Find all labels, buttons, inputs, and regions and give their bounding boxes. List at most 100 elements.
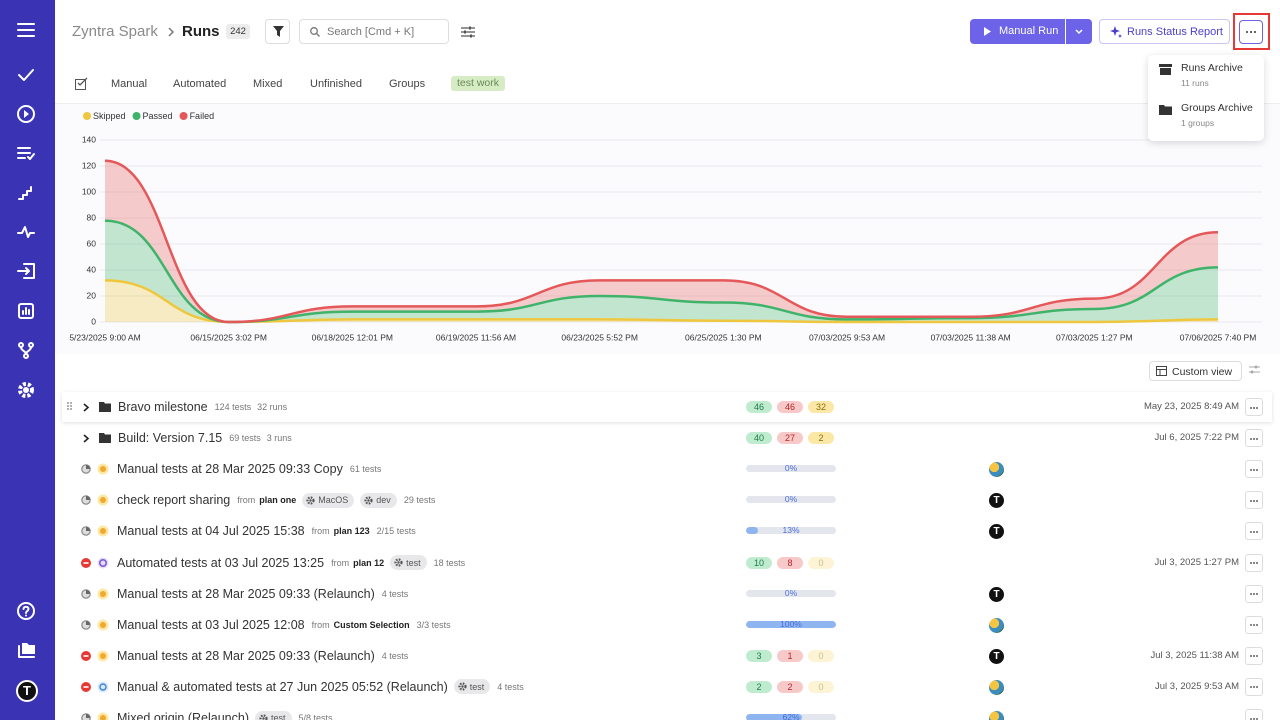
count-badge: 0 bbox=[808, 556, 834, 569]
source-prefix: from bbox=[237, 495, 256, 506]
nav-import[interactable] bbox=[17, 263, 35, 279]
test-count: 2/15 tests bbox=[376, 526, 416, 537]
row-content: check report sharing from plan one MacOS dev… bbox=[117, 485, 435, 515]
nav-check[interactable] bbox=[18, 69, 34, 81]
progress-track bbox=[746, 496, 836, 504]
row-more-button[interactable] bbox=[1245, 398, 1263, 416]
expand-chevron[interactable] bbox=[83, 403, 90, 412]
run-row[interactable]: Manual tests at 28 Mar 2025 09:33 (Relau… bbox=[62, 579, 1272, 609]
more-dots bbox=[1250, 437, 1258, 440]
row-more-button[interactable] bbox=[1245, 646, 1263, 665]
runs-status-report-button[interactable]: Runs Status Report bbox=[1099, 19, 1230, 44]
y-tick-label: 120 bbox=[82, 160, 96, 170]
manual-run-button[interactable]: Manual Run bbox=[970, 19, 1065, 44]
row-title[interactable]: Manual & automated tests at 27 Jun 2025 … bbox=[117, 679, 448, 694]
nav-runs[interactable] bbox=[17, 105, 35, 123]
icon-shape bbox=[1256, 593, 1258, 595]
row-more-button[interactable] bbox=[1245, 584, 1263, 603]
row-content: Automated tests at 03 Jul 2025 13:25 from… bbox=[117, 548, 465, 578]
tab-pill[interactable]: test work bbox=[451, 76, 506, 91]
row-title[interactable]: Manual tests at 03 Jul 2025 12:08 bbox=[117, 617, 305, 632]
run-row[interactable]: Manual tests at 28 Mar 2025 09:33 Copy 61… bbox=[62, 454, 1272, 484]
assignee-avatar bbox=[989, 711, 1004, 720]
run-row[interactable]: Bravo milestone 124 tests 32 runs 46 46 32 May… bbox=[62, 392, 1272, 422]
icon-shape bbox=[1250, 686, 1252, 689]
icon-shape bbox=[70, 405, 72, 407]
tag: MacOS bbox=[302, 492, 355, 508]
nav-settings[interactable] bbox=[17, 381, 35, 399]
nav-files[interactable] bbox=[16, 642, 36, 659]
row-title[interactable]: Build: Version 7.15 bbox=[118, 431, 223, 446]
icon-shape bbox=[1253, 655, 1255, 658]
runs-status-report-label: Runs Status Report bbox=[1127, 26, 1223, 38]
tab[interactable]: Unfinished bbox=[310, 78, 362, 90]
row-title[interactable]: Manual tests at 28 Mar 2025 09:33 Copy bbox=[117, 462, 343, 477]
expand-chevron[interactable] bbox=[83, 434, 90, 443]
list-settings-icon[interactable] bbox=[1249, 365, 1260, 375]
drag-handle[interactable] bbox=[67, 402, 73, 410]
nav-reports[interactable] bbox=[18, 303, 34, 319]
run-row[interactable]: Manual tests at 28 Mar 2025 09:33 (Relau… bbox=[62, 641, 1272, 671]
row-more-button[interactable] bbox=[1245, 677, 1263, 696]
assignee-avatar: T bbox=[989, 648, 1004, 664]
icon-shape bbox=[1159, 64, 1172, 67]
user-avatar[interactable]: T bbox=[16, 680, 38, 702]
icon-shape bbox=[1256, 655, 1258, 658]
filter-button[interactable] bbox=[265, 19, 290, 44]
row-title[interactable]: Bravo milestone bbox=[118, 400, 208, 414]
row-more-button[interactable] bbox=[1245, 460, 1263, 479]
run-row[interactable]: Automated tests at 03 Jul 2025 13:25 from… bbox=[62, 548, 1272, 578]
menu-item[interactable]: Runs Archive 11 runs bbox=[1148, 59, 1264, 97]
run-row[interactable]: Mixed origin (Relaunch) test 5/8 tests 62% bbox=[62, 703, 1272, 720]
menu-icon[interactable] bbox=[17, 23, 35, 37]
tab[interactable]: Groups bbox=[389, 78, 426, 90]
legend-dot bbox=[132, 112, 141, 120]
nav-pulse[interactable] bbox=[17, 226, 35, 238]
nav-tests[interactable] bbox=[17, 147, 35, 161]
test-count: 5/8 tests bbox=[298, 713, 333, 720]
progress-fill bbox=[746, 714, 802, 720]
count-badge: 1 bbox=[777, 649, 803, 662]
icon-shape bbox=[18, 69, 34, 81]
assignee-avatar bbox=[989, 462, 1004, 478]
row-more-button[interactable] bbox=[1245, 491, 1263, 510]
more-dots bbox=[1246, 31, 1256, 33]
x-tick-label: 07/06/2025 7:40 PM bbox=[1180, 332, 1257, 342]
search-box[interactable]: Search [Cmd + K] bbox=[299, 19, 449, 44]
search-icon bbox=[310, 27, 320, 37]
manual-run-dropdown[interactable] bbox=[1066, 19, 1092, 44]
row-title[interactable]: Manual tests at 28 Mar 2025 09:33 (Relau… bbox=[117, 586, 375, 601]
row-title[interactable]: Automated tests at 03 Jul 2025 13:25 bbox=[117, 555, 325, 570]
nav-branches[interactable] bbox=[18, 342, 34, 359]
icon-shape bbox=[1253, 624, 1255, 627]
row-more-button[interactable] bbox=[1245, 522, 1263, 541]
row-more-button[interactable] bbox=[1245, 615, 1263, 634]
run-row[interactable]: Manual tests at 04 Jul 2025 15:38 from pla… bbox=[62, 516, 1272, 546]
row-title[interactable]: Manual tests at 28 Mar 2025 09:33 (Relau… bbox=[117, 648, 375, 663]
more-button[interactable] bbox=[1239, 20, 1263, 44]
row-more-button[interactable] bbox=[1245, 709, 1263, 720]
tab[interactable]: Mixed bbox=[253, 78, 283, 90]
filter-icon bbox=[273, 26, 284, 37]
icon-shape bbox=[17, 105, 35, 123]
icon-shape bbox=[1253, 593, 1255, 595]
row-title[interactable]: Manual tests at 04 Jul 2025 15:38 bbox=[117, 524, 305, 539]
icon-shape bbox=[310, 27, 318, 35]
row-title[interactable]: check report sharing bbox=[117, 493, 231, 508]
nav-help[interactable] bbox=[17, 602, 35, 620]
tab[interactable]: Automated bbox=[173, 78, 227, 90]
run-row[interactable]: Manual tests at 03 Jul 2025 12:08 from Cus… bbox=[62, 610, 1272, 640]
tab[interactable]: Manual bbox=[111, 78, 148, 90]
assignee-avatar bbox=[989, 617, 1004, 633]
run-row[interactable]: Manual & automated tests at 27 Jun 2025 … bbox=[62, 672, 1272, 702]
menu-item[interactable]: Groups Archive 1 groups bbox=[1148, 99, 1264, 137]
run-row[interactable]: check report sharing from plan one MacOS dev… bbox=[62, 485, 1272, 515]
nav-steps[interactable] bbox=[18, 186, 34, 200]
icon-shape bbox=[86, 620, 90, 625]
run-row[interactable]: Build: Version 7.15 69 tests 3 runs 40 27 2 Ju… bbox=[62, 423, 1272, 453]
custom-view-button[interactable]: Custom view bbox=[1149, 361, 1242, 381]
row-title[interactable]: Mixed origin (Relaunch) bbox=[117, 711, 250, 720]
row-more-button[interactable] bbox=[1245, 553, 1263, 572]
row-more-button[interactable] bbox=[1245, 429, 1263, 448]
more-dots bbox=[1250, 717, 1258, 720]
